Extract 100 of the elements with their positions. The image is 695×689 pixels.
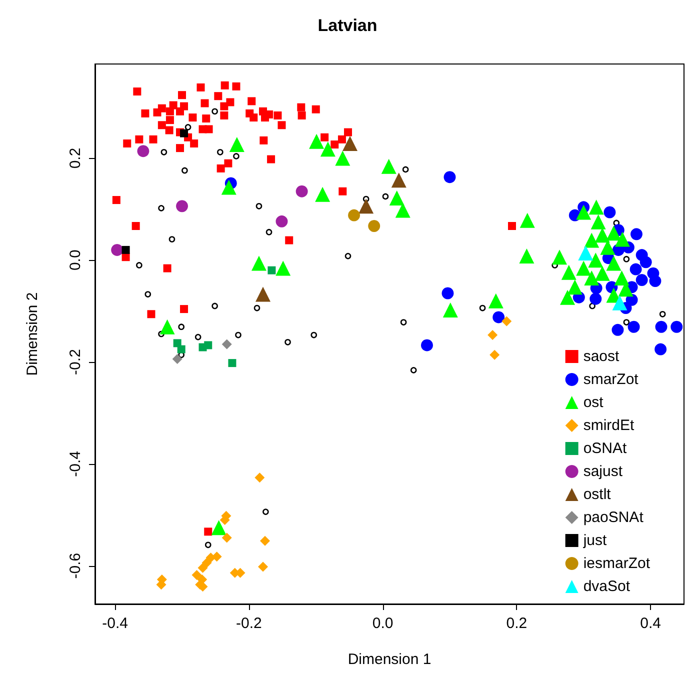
- point: [135, 135, 144, 144]
- point: [310, 332, 318, 338]
- point: [144, 291, 152, 298]
- point: [320, 133, 329, 142]
- point: [204, 125, 213, 134]
- point: [358, 198, 374, 214]
- legend-label: smirdEt: [583, 417, 635, 434]
- point: [256, 202, 262, 210]
- point: [520, 212, 535, 228]
- point: [590, 292, 602, 305]
- point: [198, 562, 208, 573]
- point: [178, 324, 184, 330]
- point: [444, 171, 456, 184]
- point: [136, 262, 142, 268]
- point: [614, 232, 630, 247]
- y-tick-label: 0.0: [67, 250, 84, 271]
- point: [488, 293, 504, 308]
- point: [168, 236, 176, 242]
- point: [204, 528, 212, 536]
- point: [588, 200, 604, 215]
- point: [111, 244, 124, 256]
- point: [604, 206, 616, 218]
- point: [176, 107, 184, 116]
- point: [296, 185, 308, 198]
- point: [298, 111, 306, 120]
- y-tick-label: -0.4: [67, 450, 84, 477]
- point: [584, 232, 600, 248]
- y-tick-label: -0.2: [67, 349, 84, 375]
- point: [158, 104, 166, 112]
- point: [212, 302, 218, 310]
- point: [670, 320, 683, 333]
- point: [320, 142, 336, 157]
- point: [176, 144, 184, 152]
- point: [381, 158, 396, 174]
- point: [235, 332, 242, 338]
- point: [612, 324, 624, 336]
- legend-label: smarZot: [583, 371, 640, 388]
- point: [180, 129, 188, 138]
- point: [184, 124, 192, 130]
- point: [659, 310, 666, 318]
- point: [488, 330, 498, 340]
- point: [614, 270, 630, 286]
- point: [284, 339, 291, 346]
- point: [250, 113, 258, 122]
- point: [368, 220, 380, 232]
- point: [490, 350, 500, 360]
- point: [268, 266, 276, 274]
- point: [112, 196, 120, 204]
- point: [479, 304, 486, 312]
- point: [395, 202, 410, 218]
- point: [267, 155, 276, 164]
- point: [160, 319, 175, 334]
- point: [266, 228, 272, 236]
- point: [122, 246, 130, 254]
- point: [576, 260, 592, 276]
- point: [133, 88, 142, 96]
- point: [132, 222, 140, 230]
- legend-label: ost: [583, 394, 604, 411]
- point: [567, 280, 582, 295]
- point: [202, 558, 212, 568]
- point: [348, 209, 360, 222]
- point: [655, 320, 668, 333]
- point: [594, 266, 610, 281]
- point: [262, 508, 269, 515]
- y-axis-title: Dimension 2: [24, 292, 41, 376]
- point: [163, 264, 172, 272]
- point: [502, 316, 512, 326]
- x-tick-label: -0.2: [236, 615, 262, 632]
- point: [220, 102, 228, 110]
- point: [640, 256, 652, 268]
- point: [589, 302, 596, 310]
- point: [260, 536, 270, 546]
- point: [315, 186, 330, 202]
- point: [212, 108, 218, 115]
- point: [254, 304, 260, 312]
- point: [330, 140, 339, 148]
- point: [492, 311, 505, 324]
- point: [285, 236, 294, 244]
- point: [309, 134, 324, 149]
- legend-label: iesmarZot: [583, 555, 651, 572]
- point: [190, 139, 198, 148]
- point: [508, 222, 516, 230]
- point: [158, 205, 164, 212]
- point: [260, 136, 268, 144]
- point: [276, 215, 288, 228]
- point: [278, 121, 286, 130]
- point: [578, 246, 594, 260]
- point: [149, 135, 158, 144]
- point: [588, 252, 604, 268]
- point: [552, 250, 568, 265]
- point: [623, 256, 630, 262]
- point: [248, 97, 256, 106]
- point: [166, 116, 174, 124]
- point: [180, 305, 188, 314]
- point: [160, 148, 168, 156]
- point: [389, 190, 404, 206]
- point: [172, 354, 182, 364]
- point: [276, 260, 291, 276]
- point: [606, 256, 622, 271]
- point: [214, 92, 222, 100]
